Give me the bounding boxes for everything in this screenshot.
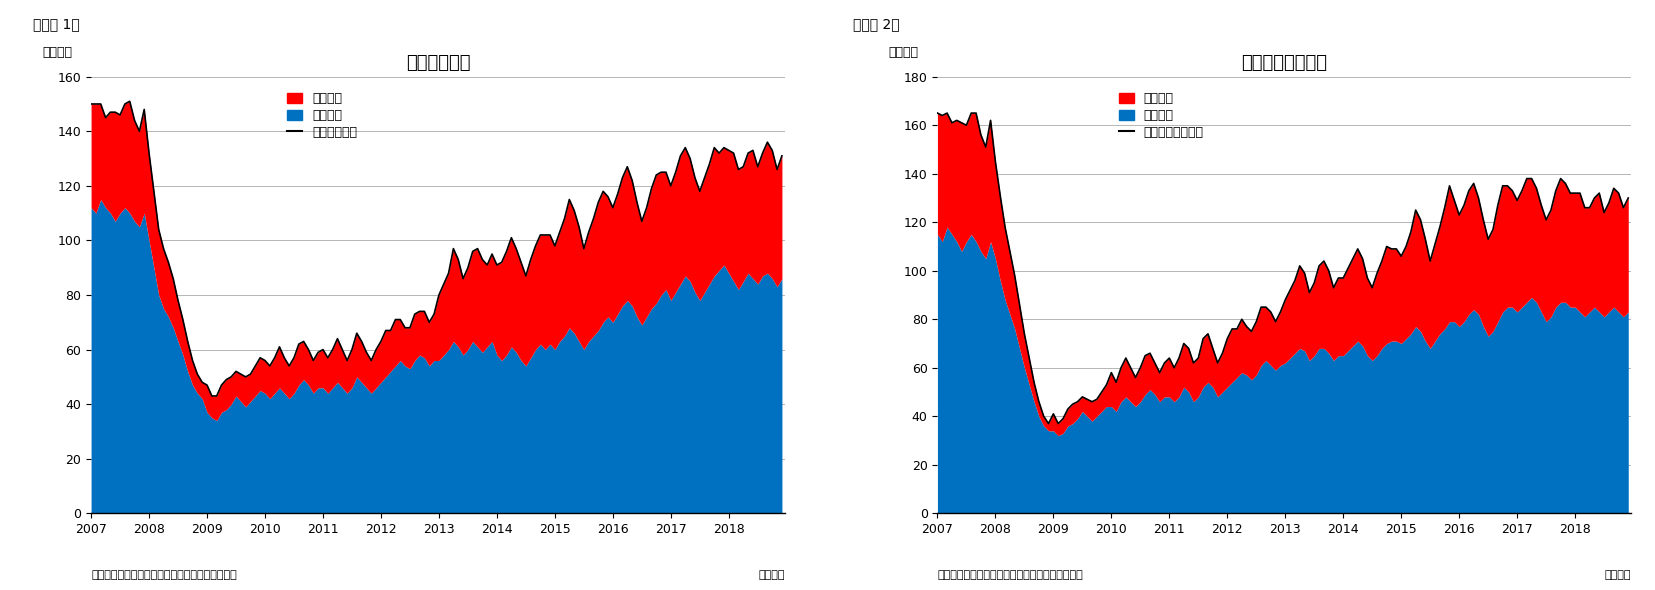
Text: （万件）: （万件）: [43, 46, 73, 59]
Title: 住宅着工許可件数: 住宅着工許可件数: [1241, 54, 1327, 73]
Text: （月次）: （月次）: [1604, 570, 1630, 580]
Text: （万件）: （万件）: [889, 46, 919, 59]
Text: （図表 1）: （図表 1）: [33, 18, 79, 32]
Text: （資料）センサス局よりニッセイ基礎研究所作成: （資料）センサス局よりニッセイ基礎研究所作成: [91, 570, 237, 580]
Text: （資料）センサス局よりニッセイ基礎研究所作成: （資料）センサス局よりニッセイ基礎研究所作成: [937, 570, 1082, 580]
Text: （図表 2）: （図表 2）: [852, 18, 899, 32]
Text: （月次）: （月次）: [758, 570, 784, 580]
Title: 住宅着工件数: 住宅着工件数: [405, 54, 470, 73]
Legend: 集合住宅, 一戸建て, 住宅着工件数: 集合住宅, 一戸建て, 住宅着工件数: [281, 87, 362, 144]
Legend: 集合住宅, 一戸建て, 住宅建築許可件数: 集合住宅, 一戸建て, 住宅建築許可件数: [1114, 87, 1208, 144]
